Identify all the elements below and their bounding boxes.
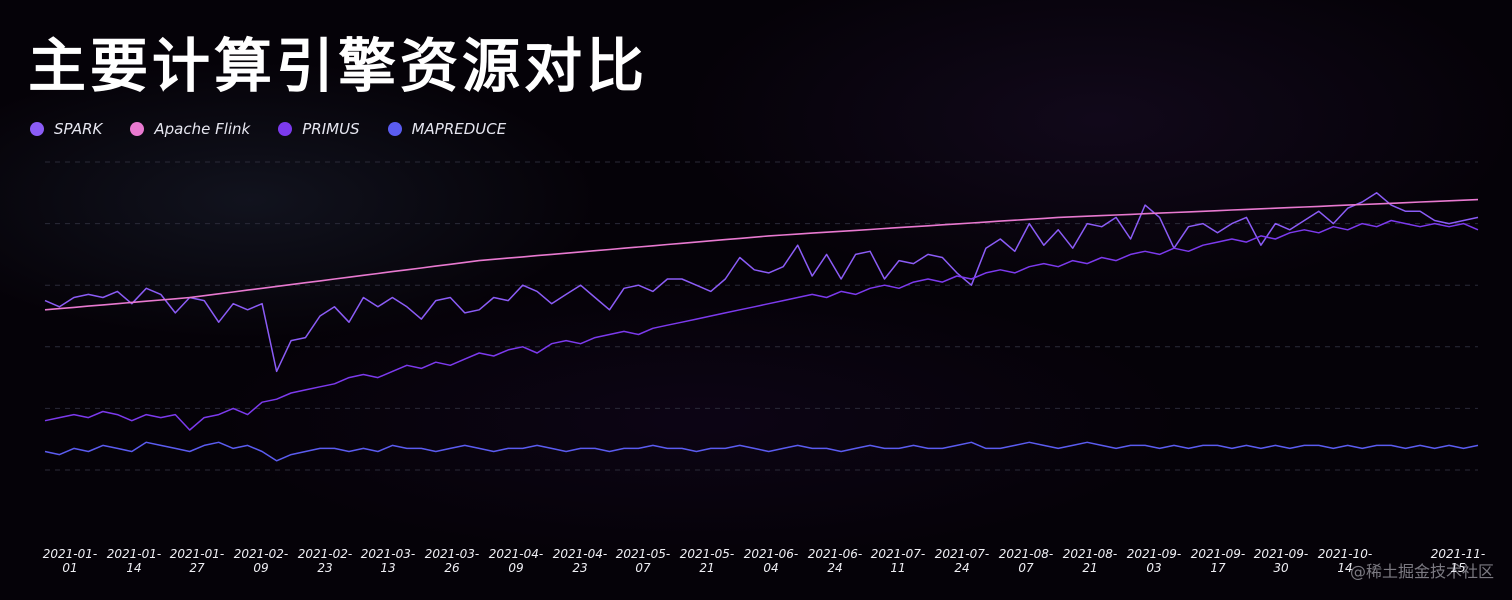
x-tick-label: 2021-03-13 bbox=[361, 547, 415, 575]
x-tick-label: 2021-10-14 bbox=[1318, 547, 1372, 575]
x-tick-label: 2021-04-23 bbox=[553, 547, 607, 575]
legend-label-flink: Apache Flink bbox=[154, 120, 251, 138]
chart-legend: SPARK Apache Flink PRIMUS MAPREDUCE bbox=[30, 120, 506, 138]
legend-dot-mapreduce-icon bbox=[387, 122, 402, 136]
x-tick-label: 2021-01-27 bbox=[170, 547, 224, 575]
x-tick-label: 2021-09-17 bbox=[1191, 547, 1245, 575]
series-line-spark bbox=[44, 192, 1479, 373]
x-tick-label: 2021-06-24 bbox=[808, 547, 862, 575]
x-tick-label: 2021-11-15 bbox=[1431, 547, 1485, 575]
gridlines bbox=[45, 161, 1478, 471]
x-tick-label: 2021-05-21 bbox=[680, 547, 734, 575]
x-tick-label: 2021-08-07 bbox=[999, 547, 1053, 575]
x-tick-label: 2021-07-24 bbox=[935, 547, 989, 575]
legend-label-spark: SPARK bbox=[54, 120, 103, 138]
legend-label-primus: PRIMUS bbox=[302, 120, 360, 138]
legend-dot-spark-icon bbox=[30, 122, 44, 136]
x-tick-label: 2021-09-03 bbox=[1127, 547, 1181, 575]
watermark: @稀土掘金技术社区 bbox=[1349, 562, 1494, 581]
x-tick-label: 2021-03-26 bbox=[425, 547, 479, 575]
series-line-primus bbox=[44, 219, 1479, 431]
x-tick-label: 2021-06-04 bbox=[744, 547, 798, 575]
x-tick-label: 2021-08-21 bbox=[1063, 547, 1117, 575]
x-tick-label: 2021-01-14 bbox=[107, 547, 161, 575]
legend-dot-flink-icon bbox=[130, 122, 145, 136]
series-line-mapreduce bbox=[44, 441, 1479, 462]
x-tick-label: 2021-07-11 bbox=[871, 547, 925, 575]
x-tick-label: 2021-04-09 bbox=[489, 547, 543, 575]
legend-item-spark[interactable]: SPARK bbox=[30, 120, 102, 138]
x-tick-label: 2021-02-23 bbox=[298, 547, 352, 575]
legend-item-mapreduce[interactable]: MAPREDUCE bbox=[387, 120, 507, 138]
x-tick-label: 2021-02-09 bbox=[234, 547, 288, 575]
chart-title: 主要计算引擎资源对比 bbox=[28, 32, 649, 100]
x-tick-label: 2021-01-01 bbox=[43, 547, 97, 575]
series-line-apache-flink bbox=[44, 198, 1479, 311]
x-tick-label: 2021-09-30 bbox=[1254, 547, 1308, 575]
x-tick-label: 2021-05-07 bbox=[616, 547, 670, 575]
legend-item-primus[interactable]: PRIMUS bbox=[278, 120, 360, 138]
legend-label-mapreduce: MAPREDUCE bbox=[411, 120, 507, 138]
legend-item-flink[interactable]: Apache Flink bbox=[130, 120, 250, 138]
legend-dot-primus-icon bbox=[278, 122, 293, 136]
